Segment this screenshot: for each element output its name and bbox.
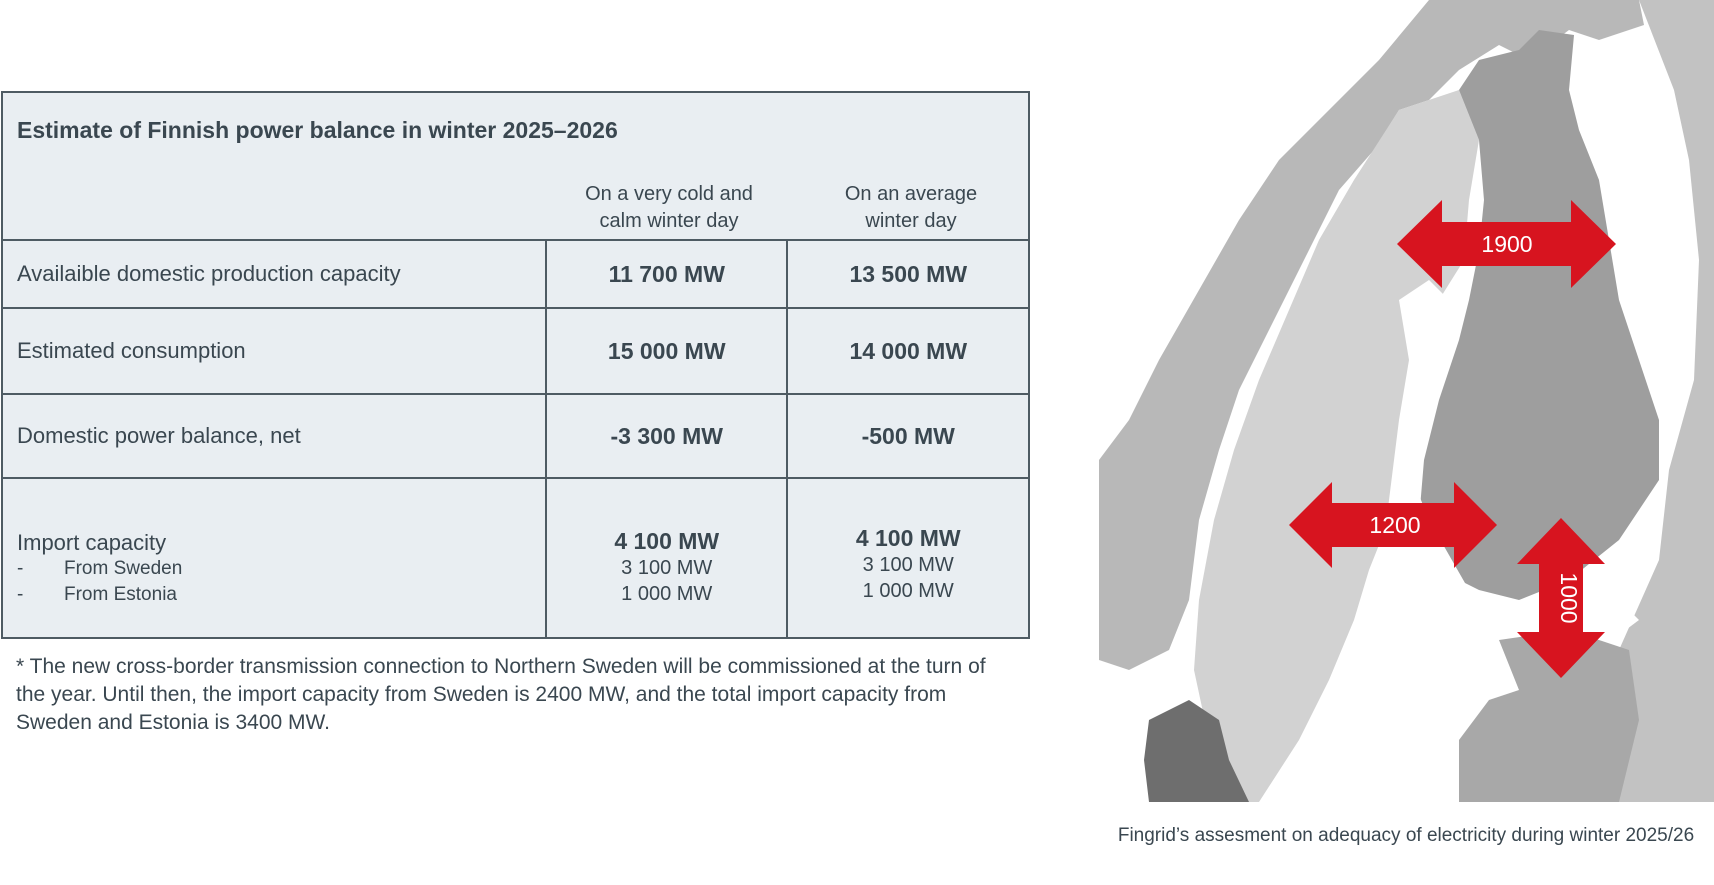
nordic-map: 1900 1200 1000 [1099, 0, 1714, 802]
value-consumption-average: 14 000 MW [786, 307, 1030, 395]
column-header-cold-day: On a very cold and calm winter day [585, 183, 753, 232]
svg-text:1200: 1200 [1369, 512, 1420, 538]
baltic-sea [1299, 280, 1639, 802]
row-label-consumption: Estimated consumption [1, 307, 547, 395]
baltics-region [1459, 630, 1639, 802]
table-title: Estimate of Finnish power balance in win… [17, 117, 618, 143]
table-header: Estimate of Finnish power balance in win… [1, 91, 1030, 241]
svg-text:1900: 1900 [1481, 231, 1532, 257]
column-header-average-day: On an average winter day [844, 183, 978, 232]
norway-region [1099, 0, 1644, 670]
value-production-cold: 11 700 MW [544, 239, 789, 309]
sweden-region [1194, 90, 1479, 802]
table-row: Availaible domestic production capacity … [1, 239, 1030, 309]
russia-region [1519, 0, 1714, 802]
sub-label-sweden: - From Sweden [17, 558, 183, 579]
denmark-region [1144, 700, 1249, 802]
table-row: Domestic power balance, net -3 300 MW -5… [1, 393, 1030, 479]
value-import-average: 4 100 MW 3 100 MW 1 000 MW [786, 477, 1030, 639]
row-label-production: Availaible domestic production capacity [1, 239, 547, 309]
arrow-1900: 1900 [1397, 200, 1616, 288]
table-row-import: Import capacity - From Sweden - From Eston… [1, 477, 1030, 639]
value-balance-cold: -3 300 MW [544, 393, 789, 479]
row-label-balance: Domestic power balance, net [1, 393, 547, 479]
arrow-1000: 1000 [1517, 518, 1605, 678]
value-balance-average: -500 MW [786, 393, 1030, 479]
finland-region [1419, 30, 1659, 600]
footnote: * The new cross-border transmission conn… [16, 655, 986, 734]
value-consumption-cold: 15 000 MW [544, 307, 789, 395]
value-production-average: 13 500 MW [786, 239, 1030, 309]
map-caption: Fingrid’s assesment on adequacy of elect… [1117, 825, 1695, 846]
arrow-1200: 1200 [1289, 482, 1497, 568]
power-balance-table: Estimate of Finnish power balance in win… [1, 91, 1030, 639]
row-label-import: Import capacity - From Sweden - From Eston… [1, 477, 547, 639]
sub-label-estonia: - From Estonia [17, 584, 177, 605]
table-header-row: Estimate of Finnish power balance in win… [1, 91, 1030, 241]
table-row: Estimated consumption 15 000 MW 14 000 M… [1, 307, 1030, 395]
value-import-cold: 4 100 MW 3 100 MW 1 000 MW [544, 477, 789, 639]
svg-text:1000: 1000 [1556, 572, 1582, 623]
